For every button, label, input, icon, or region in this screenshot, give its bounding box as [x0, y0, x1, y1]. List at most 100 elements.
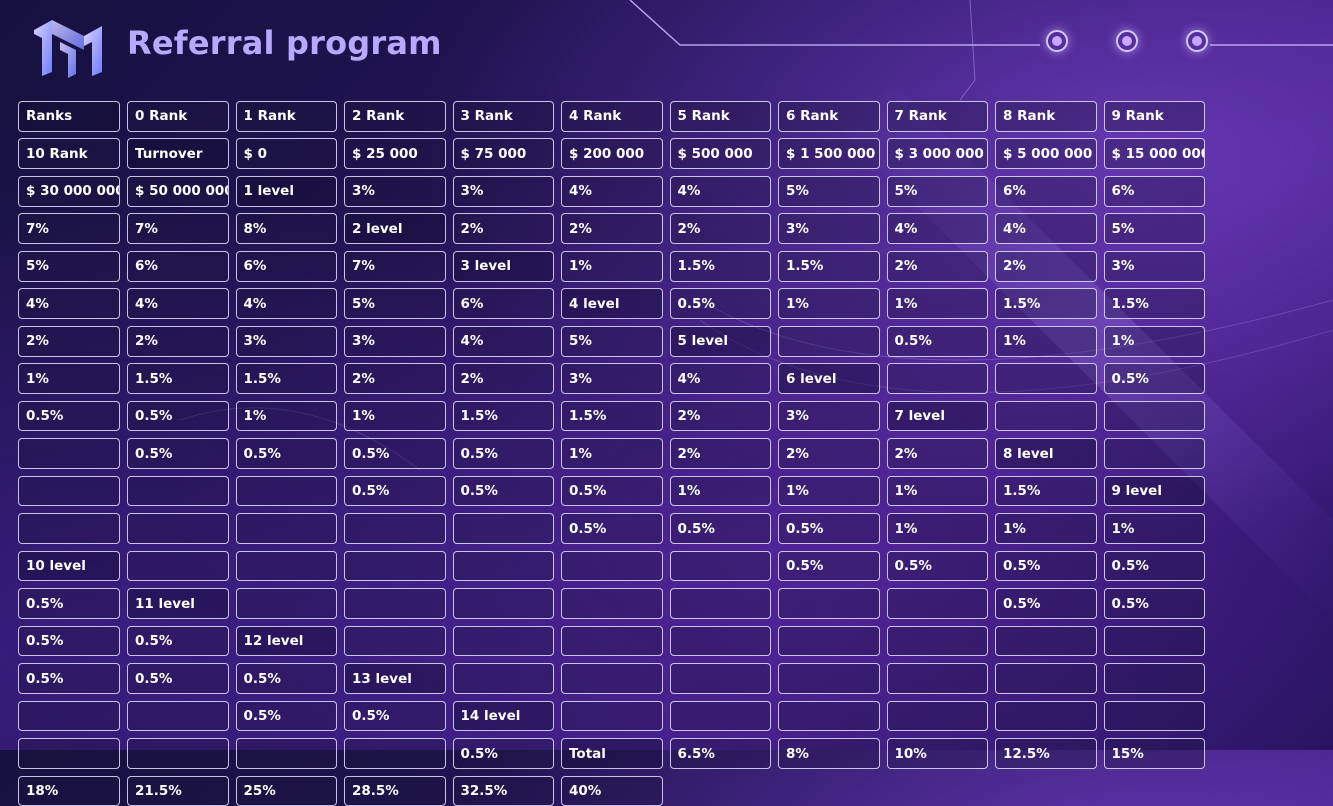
table-cell: $ 75 000 — [452, 138, 554, 170]
header-cell: 7 Rank — [886, 101, 988, 132]
table-cell: 1.5% — [561, 400, 663, 432]
table-cell — [778, 700, 880, 732]
table-cell: 6% — [1103, 175, 1205, 207]
table-cell — [1103, 400, 1205, 432]
table-cell: 0.5% — [561, 513, 663, 544]
table-cell: $ 25 000 — [344, 138, 446, 170]
table-cell — [127, 700, 229, 732]
nav-dot-icon[interactable] — [1116, 30, 1138, 52]
table-cell: 5% — [344, 288, 446, 320]
table-cell: 1% — [886, 475, 988, 507]
table-cell: 0.5% — [235, 663, 337, 694]
table-cell: 5% — [1103, 213, 1205, 245]
table-cell: $ 500 000 — [669, 138, 771, 170]
table-cell — [344, 550, 446, 582]
table-cell: 2% — [669, 438, 771, 469]
table-cell: 2% — [452, 363, 554, 394]
table-cell — [452, 513, 554, 544]
table-cell — [235, 475, 337, 507]
table-cell — [344, 513, 446, 544]
nav-dot-icon[interactable] — [1046, 30, 1068, 52]
table-cell: 0.5% — [995, 550, 1097, 582]
table-cell: 40% — [561, 775, 663, 806]
row-label: 11 level — [127, 588, 229, 619]
table-cell — [886, 588, 988, 619]
table-cell — [235, 588, 337, 619]
table-cell: 3% — [561, 363, 663, 394]
table-cell: 1% — [561, 250, 663, 282]
table-cell: $ 5 000 000 — [995, 138, 1097, 170]
table-cell: 5% — [561, 325, 663, 357]
nn-logo-icon — [34, 20, 102, 78]
table-cell: 1.5% — [127, 363, 229, 394]
table-cell: $ 30 000 000 — [18, 175, 120, 207]
table-cell: 0.5% — [1103, 363, 1205, 394]
table-cell: 7% — [127, 213, 229, 245]
table-cell: 0.5% — [127, 663, 229, 694]
table-cell: 2% — [669, 400, 771, 432]
table-cell: 7% — [18, 213, 120, 245]
row-label: 10 level — [18, 550, 120, 582]
table-cell — [452, 663, 554, 694]
table-cell — [452, 625, 554, 657]
table-cell — [235, 513, 337, 544]
table-cell: 1% — [1103, 325, 1205, 357]
table-cell: 4% — [18, 288, 120, 320]
table-cell: 0.5% — [778, 550, 880, 582]
table-cell — [995, 663, 1097, 694]
table-cell: 4% — [886, 213, 988, 245]
table-cell — [1103, 625, 1205, 657]
table-cell — [778, 325, 880, 357]
table-cell: 0.5% — [18, 663, 120, 694]
table-cell: 0.5% — [452, 438, 554, 469]
table-cell: 0.5% — [127, 438, 229, 469]
table-cell: 4% — [669, 363, 771, 394]
table-cell — [127, 475, 229, 507]
table-cell: 0.5% — [1103, 588, 1205, 619]
table-cell — [127, 550, 229, 582]
table-cell: 18% — [18, 775, 120, 806]
table-cell: 0.5% — [452, 475, 554, 507]
table-cell: 2% — [995, 250, 1097, 282]
table-cell — [669, 550, 771, 582]
table-cell — [18, 738, 120, 769]
table-cell: 1% — [778, 475, 880, 507]
table-cell: 1.5% — [995, 475, 1097, 507]
table-cell: 0.5% — [127, 400, 229, 432]
table-cell: $ 0 — [235, 138, 337, 170]
table-cell: 0.5% — [235, 438, 337, 469]
table-cell: $ 3 000 000 — [886, 138, 988, 170]
table-cell: 1.5% — [669, 250, 771, 282]
table-cell: 1% — [235, 400, 337, 432]
table-cell: 3% — [778, 400, 880, 432]
table-cell — [995, 400, 1097, 432]
table-cell: 4% — [995, 213, 1097, 245]
table-cell: 2% — [561, 213, 663, 245]
table-cell: $ 200 000 — [561, 138, 663, 170]
row-label: 14 level — [452, 700, 554, 732]
table-cell — [886, 363, 988, 394]
table-cell: 4% — [127, 288, 229, 320]
table-cell: 3% — [452, 175, 554, 207]
table-cell: 6% — [452, 288, 554, 320]
row-label: Total — [561, 738, 663, 769]
row-label: 13 level — [344, 663, 446, 694]
table-cell — [1103, 700, 1205, 732]
table-cell — [561, 588, 663, 619]
table-cell — [778, 625, 880, 657]
table-cell: 2% — [778, 438, 880, 469]
table-cell — [452, 588, 554, 619]
table-cell: 4% — [561, 175, 663, 207]
table-cell: 8% — [778, 738, 880, 769]
table-cell: $ 15 000 000 — [1103, 138, 1205, 170]
header-cell: 8 Rank — [995, 101, 1097, 132]
table-cell — [1103, 663, 1205, 694]
table-cell: 10% — [886, 738, 988, 769]
row-label: 4 level — [561, 288, 663, 320]
table-cell — [886, 625, 988, 657]
table-cell: 0.5% — [886, 325, 988, 357]
table-cell: 0.5% — [344, 700, 446, 732]
table-cell — [561, 663, 663, 694]
nav-dot-icon[interactable] — [1186, 30, 1208, 52]
table-cell: 1% — [344, 400, 446, 432]
